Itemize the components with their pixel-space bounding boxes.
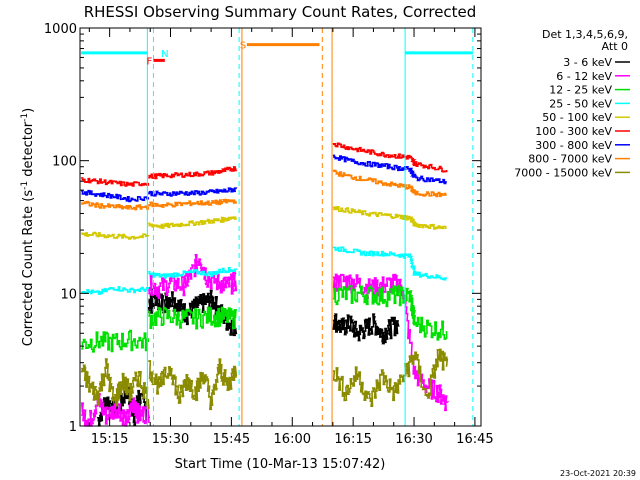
series-9-segment-1 [80, 358, 150, 409]
series-7 [81, 154, 448, 203]
y-tick-label-2: 10 [60, 287, 77, 302]
footer-timestamp: 23-Oct-2021 20:39 [560, 469, 636, 478]
series-9 [80, 348, 449, 411]
series-1-segment-1 [96, 382, 151, 427]
x-tick-label-1: 15:15 [91, 432, 128, 447]
legend-entry-label-8: 800 - 7000 keV [528, 153, 612, 166]
series-7-segment-2 [148, 187, 238, 197]
series-1-segment-3 [332, 313, 400, 345]
legend-header-1: Det 1,3,4,5,6,9, [542, 28, 628, 41]
annotation-layer: FN S [81, 28, 474, 426]
y-tick-label-4: 1000 [44, 22, 77, 37]
x-tick-label-4: 16:00 [274, 432, 311, 447]
y-tick-label-1: 1 [69, 420, 77, 435]
series-3 [81, 284, 448, 353]
y-axis-label-end: ) [21, 108, 36, 113]
series-8-segment-2 [147, 198, 238, 208]
x-tick-label-2: 15:30 [152, 432, 189, 447]
legend-entry-label-6: 100 - 300 keV [535, 125, 612, 138]
series-3-segment-3 [332, 284, 448, 341]
series-8-segment-3 [332, 169, 447, 198]
series-6 [81, 142, 448, 187]
x-axis-label: Start Time (10-Mar-13 15:07:42) [175, 457, 386, 472]
series-7-segment-3 [332, 154, 448, 185]
legend-entry-label-9: 7000 - 15000 keV [514, 166, 612, 179]
marker-label-n: N [161, 49, 168, 60]
marker-label-f: F [146, 56, 152, 67]
series-4-segment-2 [148, 266, 238, 279]
series-5-segment-1 [81, 231, 150, 240]
legend-entry-label-5: 50 - 100 keV [542, 111, 612, 124]
y-axis-label-mid: detector [21, 121, 36, 181]
series-8-segment-1 [80, 200, 150, 211]
x-tick-label-7: 16:45 [456, 432, 493, 447]
series-4 [81, 246, 448, 295]
plot-frame [79, 27, 482, 427]
series-5-segment-2 [148, 216, 238, 229]
legend-entry-label-1: 3 - 6 keV [563, 56, 612, 69]
legend-entry-label-4: 25 - 50 keV [549, 97, 612, 110]
series-3-segment-2 [148, 306, 237, 330]
series-layer [80, 142, 450, 427]
x-tick-label-6: 16:30 [395, 432, 432, 447]
series-1 [96, 288, 400, 427]
series-6-segment-1 [81, 177, 150, 187]
marker-label-s: S [240, 41, 246, 52]
series-9-segment-2 [148, 358, 238, 411]
legend-entry-label-2: 6 - 12 keV [556, 70, 612, 83]
legend-header-2: Att 0 [602, 40, 628, 53]
series-2-segment-2 [147, 254, 238, 300]
legend-entry-label-3: 12 - 25 keV [549, 84, 612, 97]
legend-entry-label-7: 300 - 800 keV [535, 139, 612, 152]
chart-title: RHESSI Observing Summary Count Rates, Co… [84, 3, 477, 21]
series-6-segment-2 [148, 166, 238, 180]
series-6-segment-3 [332, 142, 448, 173]
series-5-segment-3 [332, 206, 447, 230]
series-9-segment-3 [332, 348, 449, 408]
series-8 [80, 169, 447, 211]
x-tick-label-5: 16:15 [334, 432, 371, 447]
series-4-segment-3 [332, 246, 448, 281]
series-5 [81, 206, 447, 240]
series-4-segment-1 [81, 286, 150, 295]
y-axis-label: Corrected Count Rate (s-1 detector-1) [20, 108, 36, 346]
y-tick-label-3: 100 [52, 155, 77, 170]
series-2-segment-1 [80, 393, 150, 427]
y-axis-label-exp1: -1 [20, 181, 30, 190]
x-tick-label-3: 15:45 [213, 432, 250, 447]
series-3-segment-1 [81, 329, 150, 353]
axis-layer: 15:15 15:30 15:45 16:00 16:15 16:30 16:45 1 10 10… [44, 22, 494, 447]
y-axis-label-exp2: -1 [20, 113, 30, 122]
series-7-segment-1 [81, 189, 150, 203]
y-axis-label-main: Corrected Count Rate (s [21, 190, 36, 347]
